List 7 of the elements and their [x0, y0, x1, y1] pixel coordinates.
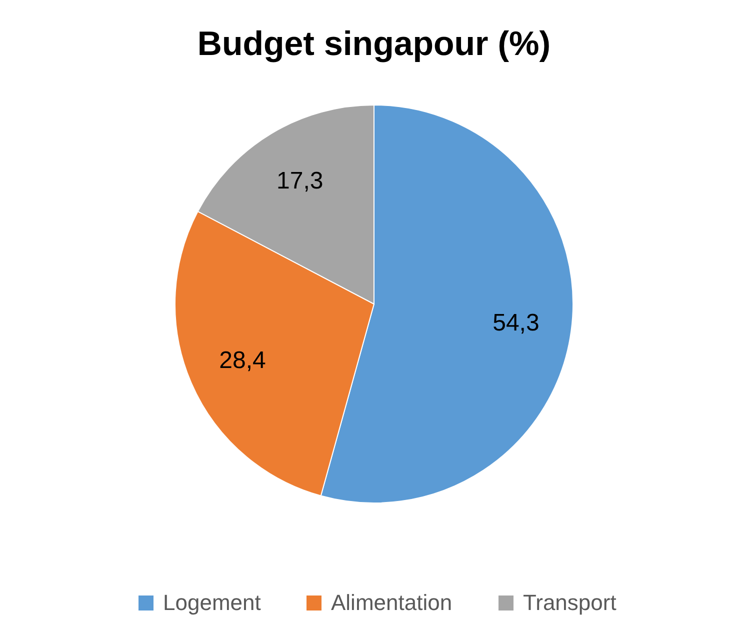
data-label: 17,3	[276, 167, 324, 194]
legend-label: Alimentation	[331, 590, 452, 615]
legend-label: Transport	[523, 590, 616, 615]
data-label: 54,3	[492, 309, 540, 336]
chart-title: Budget singapour (%)	[197, 25, 551, 63]
legend-label: Logement	[163, 590, 261, 615]
data-label: 28,4	[219, 346, 266, 374]
